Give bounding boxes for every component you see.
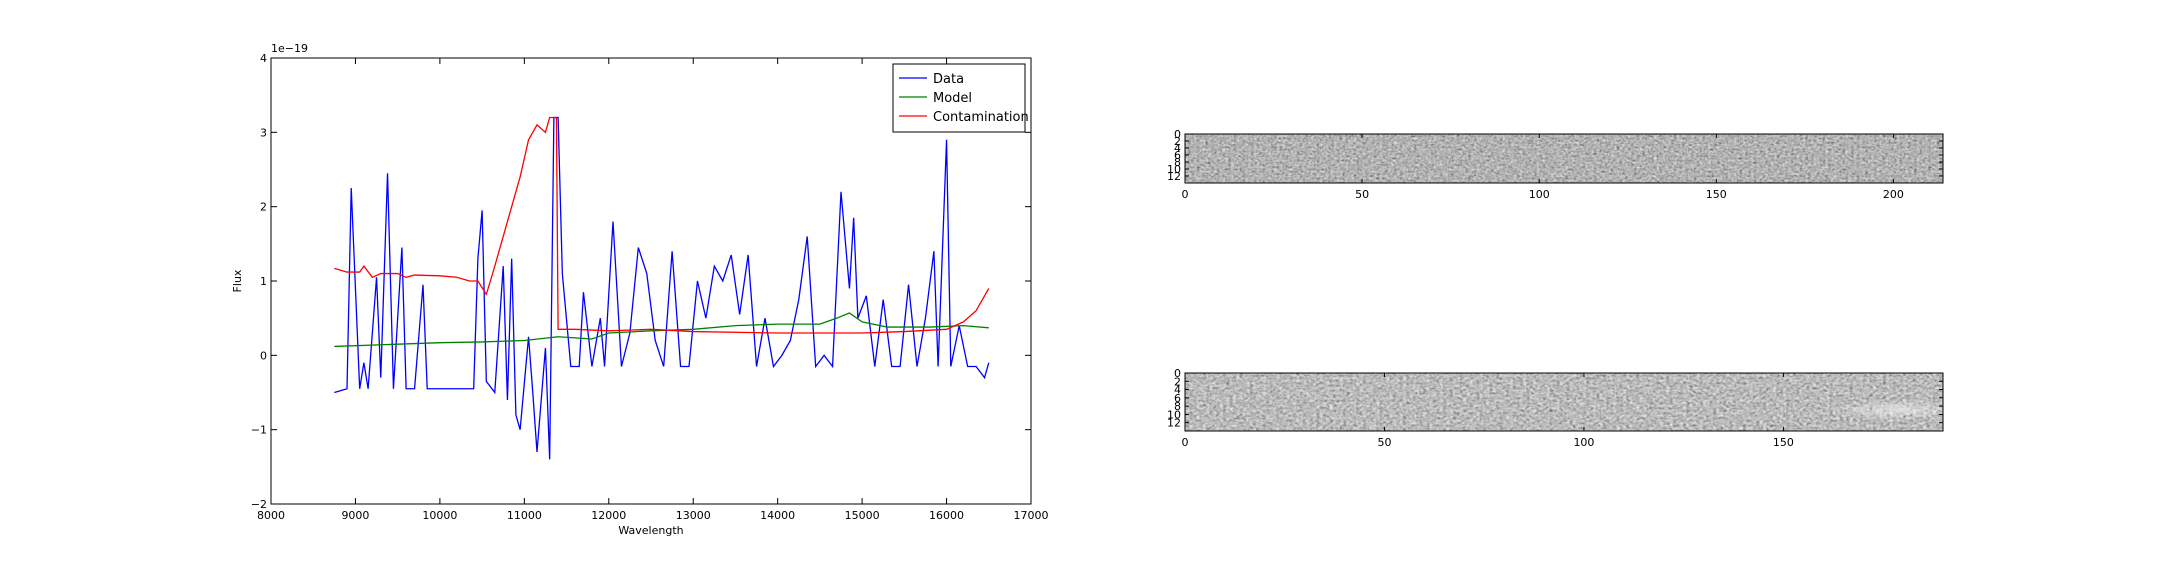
x-tick-label: 16000 [929,509,964,522]
x-tick-label: 15000 [845,509,880,522]
x-tick-label: 10000 [422,509,457,522]
data-line [334,312,989,348]
y-tick-label: 8 [1174,156,1181,169]
y-tick-label: 6 [1174,149,1181,162]
y-axis-label: Flux [231,269,244,292]
y-tick-label: 12 [1167,170,1181,183]
legend-label: Contamination [933,110,1029,125]
x-tick-label: 0 [1182,436,1189,449]
legend-label: Model [933,91,972,106]
y-tick-label: 12 [1167,417,1181,430]
y-tick-label: 4 [260,52,267,65]
y-tick-label: 8 [1174,400,1181,413]
y-tick-label: 4 [1174,142,1181,155]
y-tick-label: 10 [1167,163,1181,176]
legend-box [892,63,1026,133]
image-glow [1828,400,1968,420]
y-tick-label: 0 [1174,367,1181,380]
data-line [334,116,990,334]
y-tick-label: 2 [1174,135,1181,148]
x-tick-label: 150 [1706,188,1727,201]
x-tick-label: 11000 [507,509,542,522]
image-pixels [1185,373,1943,431]
y-tick-label: 2 [1174,375,1181,388]
x-tick-label: 200 [1883,188,1904,201]
x-tick-label: 12000 [591,509,626,522]
y-tick-label: 6 [1174,392,1181,405]
x-tick-label: 50 [1377,436,1391,449]
x-tick-label: 100 [1573,436,1594,449]
y-tick-label: 1 [260,275,267,288]
offset-label: 1e−19 [271,42,308,55]
image-pixels [1185,134,1943,183]
y-tick-label: 4 [1174,384,1181,397]
legend-label: Data [933,72,964,87]
y-tick-label: 0 [1174,128,1181,141]
data-line [334,116,990,460]
x-tick-label: 0 [1182,188,1189,201]
y-tick-label: 0 [260,349,267,362]
y-tick-label: 3 [260,126,267,139]
x-axis-label: Wavelength [618,524,683,537]
legend: Data Model Contamination [892,63,1029,133]
y-tick-label: 10 [1167,408,1181,421]
x-tick-label: 50 [1355,188,1369,201]
x-tick-label: 13000 [676,509,711,522]
x-tick-label: 9000 [341,509,369,522]
x-tick-label: 17000 [1014,509,1049,522]
axes-frame [1184,133,1944,184]
x-tick-label: 14000 [760,509,795,522]
x-tick-label: 100 [1529,188,1550,201]
y-tick-label: −2 [251,498,267,511]
axes-frame [270,57,1032,505]
x-tick-label: 8000 [257,509,285,522]
y-tick-label: −1 [251,424,267,437]
y-tick-label: 2 [260,201,267,214]
axes-frame [1184,372,1944,432]
x-tick-label: 150 [1773,436,1794,449]
